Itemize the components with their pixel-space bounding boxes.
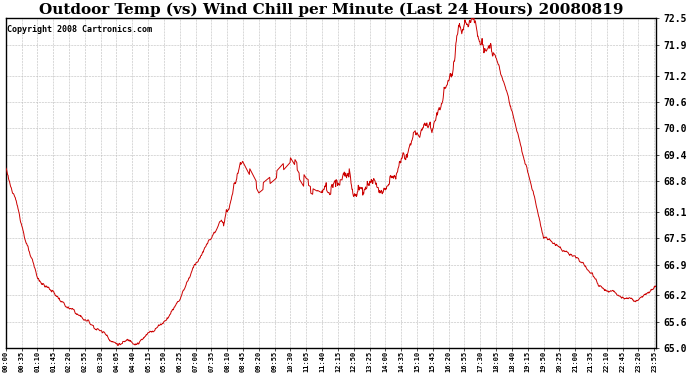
Title: Outdoor Temp (vs) Wind Chill per Minute (Last 24 Hours) 20080819: Outdoor Temp (vs) Wind Chill per Minute …	[39, 3, 623, 17]
Text: Copyright 2008 Cartronics.com: Copyright 2008 Cartronics.com	[7, 25, 152, 34]
